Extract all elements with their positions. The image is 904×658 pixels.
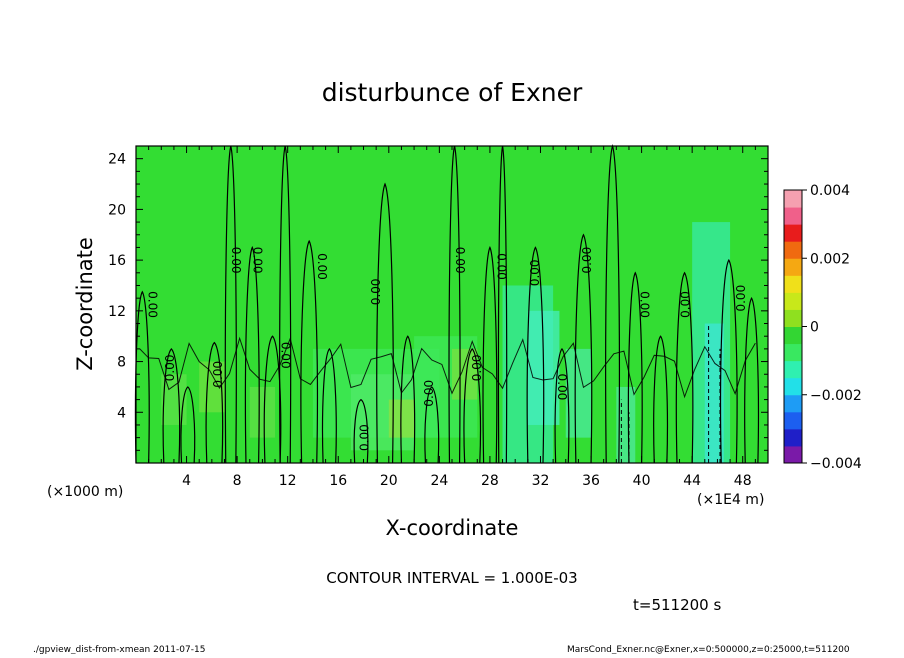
contour-line — [162, 348, 181, 464]
x-scale-note: (×1E4 m) — [697, 492, 764, 508]
contour-line — [719, 258, 738, 464]
colorbar-tick-label: 0.002 — [810, 251, 850, 267]
time-text: t=511200 s — [633, 596, 721, 614]
contour-interval-text: CONTOUR INTERVAL = 1.000E-03 — [326, 569, 577, 587]
x-tick-label: 24 — [430, 473, 448, 489]
y-axis-label: Z-coordinate — [73, 237, 97, 371]
y-axis: 4 8 12 16 20 24 — [108, 152, 768, 451]
colorbar-segment — [784, 394, 802, 413]
contour-label: 0.00 — [580, 247, 594, 274]
contour-label: 0.00 — [470, 355, 484, 382]
contour-line — [526, 246, 545, 464]
contour-line — [244, 246, 260, 464]
contour-labels: 0.00 0.00 0.00 0.00 0.00 0.00 0.00 0.00 0.00 0.00… — [146, 247, 749, 451]
x-tick-label: 32 — [532, 473, 550, 489]
contour-line — [574, 233, 593, 464]
contour-label: 0.00 — [278, 342, 292, 369]
contour-line — [205, 341, 224, 464]
colorbar-segment — [784, 360, 802, 379]
colorbar-segment — [784, 275, 802, 293]
contour-line — [627, 271, 643, 464]
colorbar-segment — [784, 207, 802, 225]
contour-line — [300, 239, 319, 464]
contour-label: 0.00 — [358, 424, 372, 451]
y-tick-label: 12 — [108, 304, 126, 320]
contour-line — [139, 336, 756, 399]
contour-line — [554, 347, 570, 464]
contour-label: 0.00 — [211, 361, 225, 388]
colorbar-segment — [784, 309, 802, 327]
colorbar-segment — [784, 343, 802, 362]
field-patch — [161, 374, 187, 425]
colorbar-segment — [784, 377, 802, 396]
colorbar: 0.004 0.002 0 −0.002 −0.004 — [783, 183, 862, 472]
x-unit-note: (×1000 m) — [47, 484, 123, 500]
colorbar-segment — [784, 292, 802, 310]
contour-line — [376, 182, 394, 464]
contour-label: 0.00 — [528, 259, 542, 286]
contour-label: 0.00 — [146, 291, 160, 318]
colorbar-tick-label: −0.002 — [810, 388, 862, 404]
y-tick-label: 20 — [108, 202, 126, 218]
contour-label: 0.00 — [453, 247, 467, 274]
colorbar-segment — [784, 428, 802, 447]
field-patch — [249, 386, 276, 438]
contour-line — [321, 347, 337, 464]
x-tick-label: 44 — [683, 473, 701, 489]
contour-line — [424, 386, 440, 464]
y-tick-label: 24 — [108, 152, 126, 168]
contour-line — [744, 297, 760, 464]
chart-title: disturbunce of Exner — [322, 78, 583, 107]
y-tick-label: 16 — [108, 253, 126, 269]
contour-line — [463, 348, 482, 464]
contour-label: 0.00 — [734, 285, 748, 312]
x-tick-label: 28 — [481, 473, 499, 489]
contour-label: 0.00 — [495, 253, 509, 280]
contour-label: 0.00 — [637, 291, 651, 318]
x-axis-label: X-coordinate — [386, 516, 519, 540]
y-tick-label: 8 — [117, 355, 126, 371]
colorbar-tick-label: 0.004 — [810, 183, 850, 199]
contour-line — [675, 271, 694, 464]
colorbar-segment — [784, 224, 802, 242]
x-tick-label: 20 — [380, 473, 398, 489]
contour-line — [180, 386, 196, 464]
colorbar-tick-label: −0.004 — [810, 456, 862, 472]
contour-line — [263, 335, 282, 464]
x-tick-label: 36 — [582, 473, 600, 489]
contour-label: 0.00 — [229, 247, 243, 274]
x-axis: 4 8 12 16 20 24 28 32 36 40 44 48 — [148, 146, 756, 489]
contour-line — [353, 398, 369, 464]
x-tick-label: 16 — [329, 473, 347, 489]
footer-right: MarsCond_Exner.nc@Exner,x=0:500000,z=0:2… — [567, 645, 850, 654]
x-tick-label: 12 — [279, 473, 297, 489]
footer-left: ./gpview_dist-from-xmean 2011-07-15 — [33, 645, 205, 654]
contour-label: 0.00 — [679, 291, 693, 318]
colorbar-segment — [784, 411, 802, 430]
colorbar-segment — [784, 190, 802, 208]
colorbar-segment — [784, 326, 802, 345]
contour-label: 0.00 — [163, 355, 177, 382]
field-shading — [136, 146, 768, 463]
colorbar-tick-label: 0 — [810, 320, 819, 336]
contour-label: 0.00 — [315, 253, 329, 280]
y-tick-label: 4 — [117, 405, 126, 421]
colorbar-segment — [784, 445, 802, 464]
field-patch — [704, 323, 724, 463]
contour-label: 0.00 — [369, 278, 383, 305]
x-tick-label: 48 — [734, 473, 752, 489]
colorbar-segment — [784, 241, 802, 259]
contour-label: 0.00 — [251, 247, 265, 274]
contour-line — [400, 335, 416, 464]
x-tick-label: 40 — [633, 473, 651, 489]
contour-label: 0.00 — [422, 380, 436, 407]
contour-line — [653, 335, 669, 464]
contour-label: 0.00 — [555, 374, 569, 401]
x-tick-label: 8 — [233, 473, 242, 489]
x-tick-label: 4 — [182, 473, 191, 489]
colorbar-segment — [784, 258, 802, 276]
